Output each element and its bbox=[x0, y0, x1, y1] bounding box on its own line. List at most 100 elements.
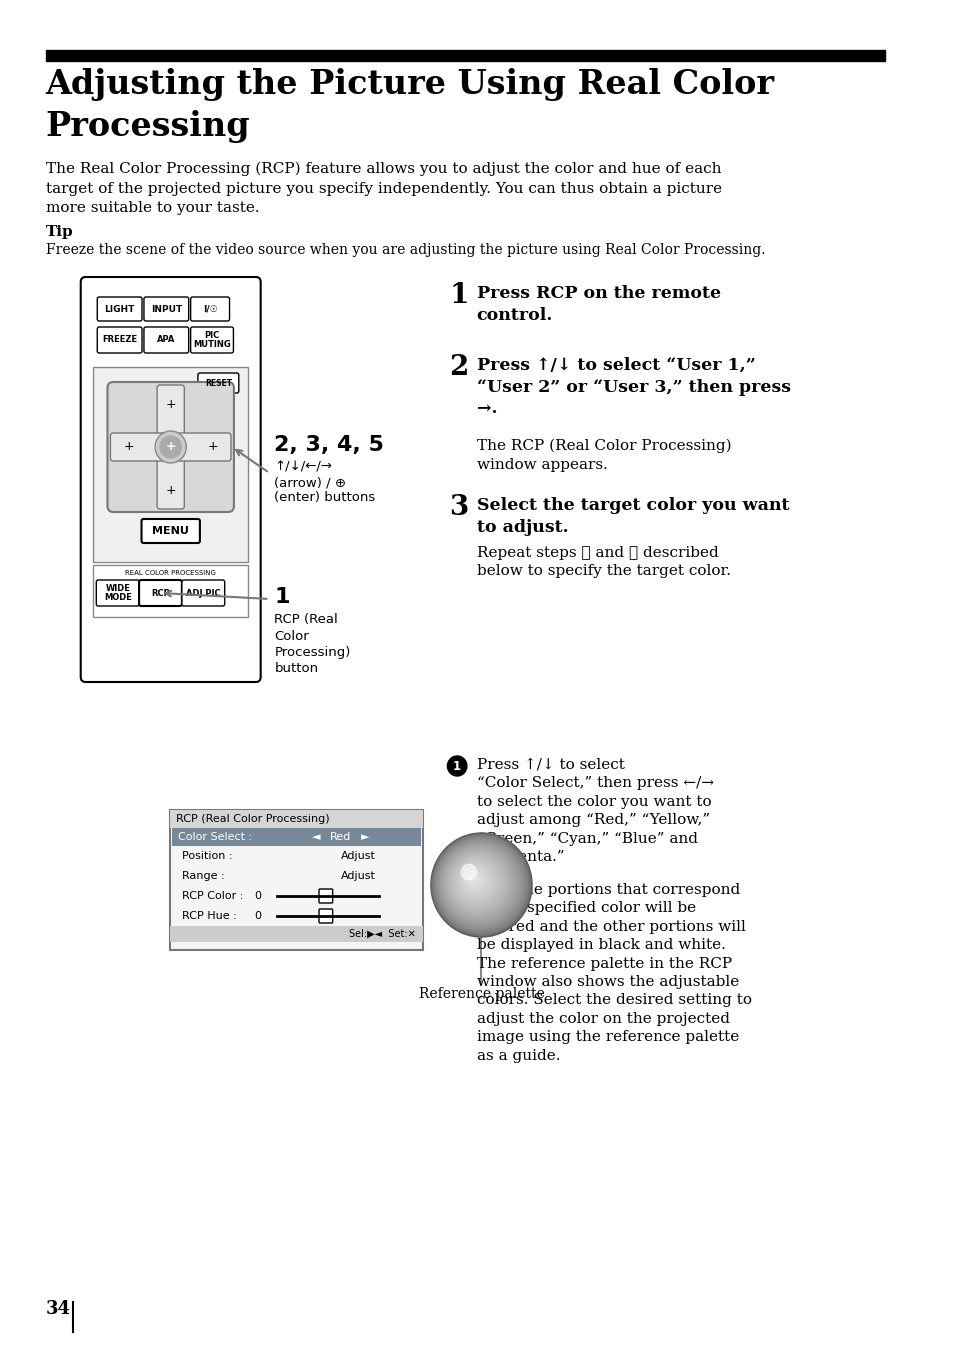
Circle shape bbox=[450, 854, 503, 909]
Circle shape bbox=[452, 856, 501, 907]
Text: Repeat steps ① and ② described
below to specify the target color.: Repeat steps ① and ② described below to … bbox=[476, 546, 730, 579]
Circle shape bbox=[466, 872, 480, 887]
Text: +: + bbox=[165, 397, 176, 411]
Circle shape bbox=[441, 845, 517, 922]
Bar bbox=[46, 50, 884, 61]
Text: RCP (Real Color Processing): RCP (Real Color Processing) bbox=[176, 814, 330, 823]
Text: 2: 2 bbox=[449, 354, 468, 381]
Text: The RCP (Real Color Processing)
window appears.: The RCP (Real Color Processing) window a… bbox=[476, 439, 730, 472]
Bar bbox=[172, 827, 420, 846]
Circle shape bbox=[434, 837, 527, 933]
Circle shape bbox=[459, 865, 490, 896]
FancyBboxPatch shape bbox=[197, 373, 238, 393]
Text: Processing: Processing bbox=[46, 110, 250, 143]
Circle shape bbox=[465, 871, 482, 888]
Text: 3: 3 bbox=[449, 493, 468, 521]
Text: Freeze the scene of the video source when you are adjusting the picture using Re: Freeze the scene of the video source whe… bbox=[46, 243, 764, 257]
Text: Press ↑/↓ to select “User 1,”
“User 2” or “User 3,” then press
→.: Press ↑/↓ to select “User 1,” “User 2” o… bbox=[476, 357, 790, 418]
Text: RCP Color :: RCP Color : bbox=[182, 891, 243, 900]
FancyBboxPatch shape bbox=[191, 327, 233, 353]
FancyBboxPatch shape bbox=[318, 890, 333, 903]
Text: INPUT: INPUT bbox=[151, 304, 182, 314]
Circle shape bbox=[435, 838, 525, 932]
FancyBboxPatch shape bbox=[141, 519, 200, 544]
Circle shape bbox=[470, 876, 475, 882]
Text: +: + bbox=[165, 484, 176, 496]
Circle shape bbox=[436, 840, 522, 929]
Text: 1: 1 bbox=[449, 283, 468, 310]
Text: Adjust: Adjust bbox=[340, 850, 375, 861]
Text: Sel:▶◄  Set:✕: Sel:▶◄ Set:✕ bbox=[348, 929, 415, 940]
Circle shape bbox=[449, 853, 504, 911]
Text: 1: 1 bbox=[274, 587, 290, 607]
Text: LIGHT: LIGHT bbox=[104, 304, 134, 314]
Circle shape bbox=[433, 836, 529, 934]
FancyBboxPatch shape bbox=[96, 580, 139, 606]
FancyBboxPatch shape bbox=[191, 297, 230, 320]
Circle shape bbox=[458, 864, 491, 898]
Circle shape bbox=[460, 864, 476, 880]
Text: I/☉: I/☉ bbox=[202, 304, 217, 314]
Text: 34: 34 bbox=[46, 1301, 71, 1318]
Circle shape bbox=[160, 435, 181, 458]
FancyBboxPatch shape bbox=[97, 297, 142, 320]
Circle shape bbox=[447, 756, 466, 776]
Text: 2, 3, 4, 5: 2, 3, 4, 5 bbox=[274, 435, 384, 456]
Circle shape bbox=[431, 833, 532, 937]
Text: Press RCP on the remote
control.: Press RCP on the remote control. bbox=[476, 285, 720, 323]
Circle shape bbox=[446, 850, 509, 915]
Circle shape bbox=[444, 848, 512, 918]
Circle shape bbox=[457, 863, 493, 899]
Text: (arrow) / ⊕: (arrow) / ⊕ bbox=[274, 476, 346, 489]
Circle shape bbox=[442, 845, 515, 921]
Text: ↑/↓/←/→: ↑/↓/←/→ bbox=[274, 461, 332, 475]
Text: Press ↑/↓ to select
“Color Select,” then press ←/→
to select the color you want : Press ↑/↓ to select “Color Select,” then… bbox=[476, 758, 713, 864]
Text: +: + bbox=[124, 441, 134, 453]
Text: FREEZE: FREEZE bbox=[102, 335, 137, 345]
Text: Only the portions that correspond
to the specified color will be
colored and the: Only the portions that correspond to the… bbox=[476, 883, 751, 1063]
Circle shape bbox=[438, 842, 519, 925]
Text: RCP: RCP bbox=[151, 588, 170, 598]
Circle shape bbox=[453, 857, 500, 906]
FancyBboxPatch shape bbox=[108, 383, 233, 512]
Circle shape bbox=[454, 859, 498, 904]
Text: RCP (Real
Color
Processing)
button: RCP (Real Color Processing) button bbox=[274, 612, 351, 676]
FancyBboxPatch shape bbox=[182, 580, 225, 606]
Text: 0: 0 bbox=[254, 891, 261, 900]
Text: ◄: ◄ bbox=[312, 831, 320, 842]
Text: 0: 0 bbox=[254, 911, 261, 921]
Circle shape bbox=[445, 849, 511, 917]
Circle shape bbox=[440, 844, 518, 923]
Text: Adjusting the Picture Using Real Color: Adjusting the Picture Using Real Color bbox=[46, 68, 774, 101]
Bar bbox=[93, 366, 248, 562]
Text: MENU: MENU bbox=[152, 526, 189, 535]
Text: APA: APA bbox=[157, 335, 175, 345]
Text: Select the target color you want
to adjust.: Select the target color you want to adju… bbox=[476, 498, 788, 535]
Text: ►: ► bbox=[360, 831, 369, 842]
Text: Adjust: Adjust bbox=[340, 871, 375, 882]
Text: Position :: Position : bbox=[182, 850, 233, 861]
Circle shape bbox=[448, 853, 506, 913]
FancyBboxPatch shape bbox=[318, 909, 333, 923]
Text: Reference palette: Reference palette bbox=[418, 987, 544, 1000]
Text: ADJ PIC: ADJ PIC bbox=[186, 588, 220, 598]
Circle shape bbox=[460, 867, 488, 895]
Bar bbox=[170, 926, 423, 942]
Bar bbox=[170, 810, 423, 950]
FancyBboxPatch shape bbox=[111, 433, 231, 461]
Circle shape bbox=[456, 861, 496, 902]
Bar bbox=[93, 565, 248, 617]
Text: +: + bbox=[165, 441, 176, 453]
Circle shape bbox=[471, 877, 473, 880]
FancyBboxPatch shape bbox=[144, 297, 189, 320]
Circle shape bbox=[463, 868, 485, 891]
Text: Range :: Range : bbox=[182, 871, 224, 882]
Text: The Real Color Processing (RCP) feature allows you to adjust the color and hue o: The Real Color Processing (RCP) feature … bbox=[46, 162, 721, 215]
Circle shape bbox=[464, 869, 483, 890]
FancyBboxPatch shape bbox=[157, 385, 184, 508]
Text: RESET: RESET bbox=[205, 379, 232, 388]
Bar bbox=[170, 810, 423, 827]
Text: WIDE
MODE: WIDE MODE bbox=[104, 584, 132, 602]
FancyBboxPatch shape bbox=[139, 580, 182, 606]
Circle shape bbox=[469, 876, 476, 883]
